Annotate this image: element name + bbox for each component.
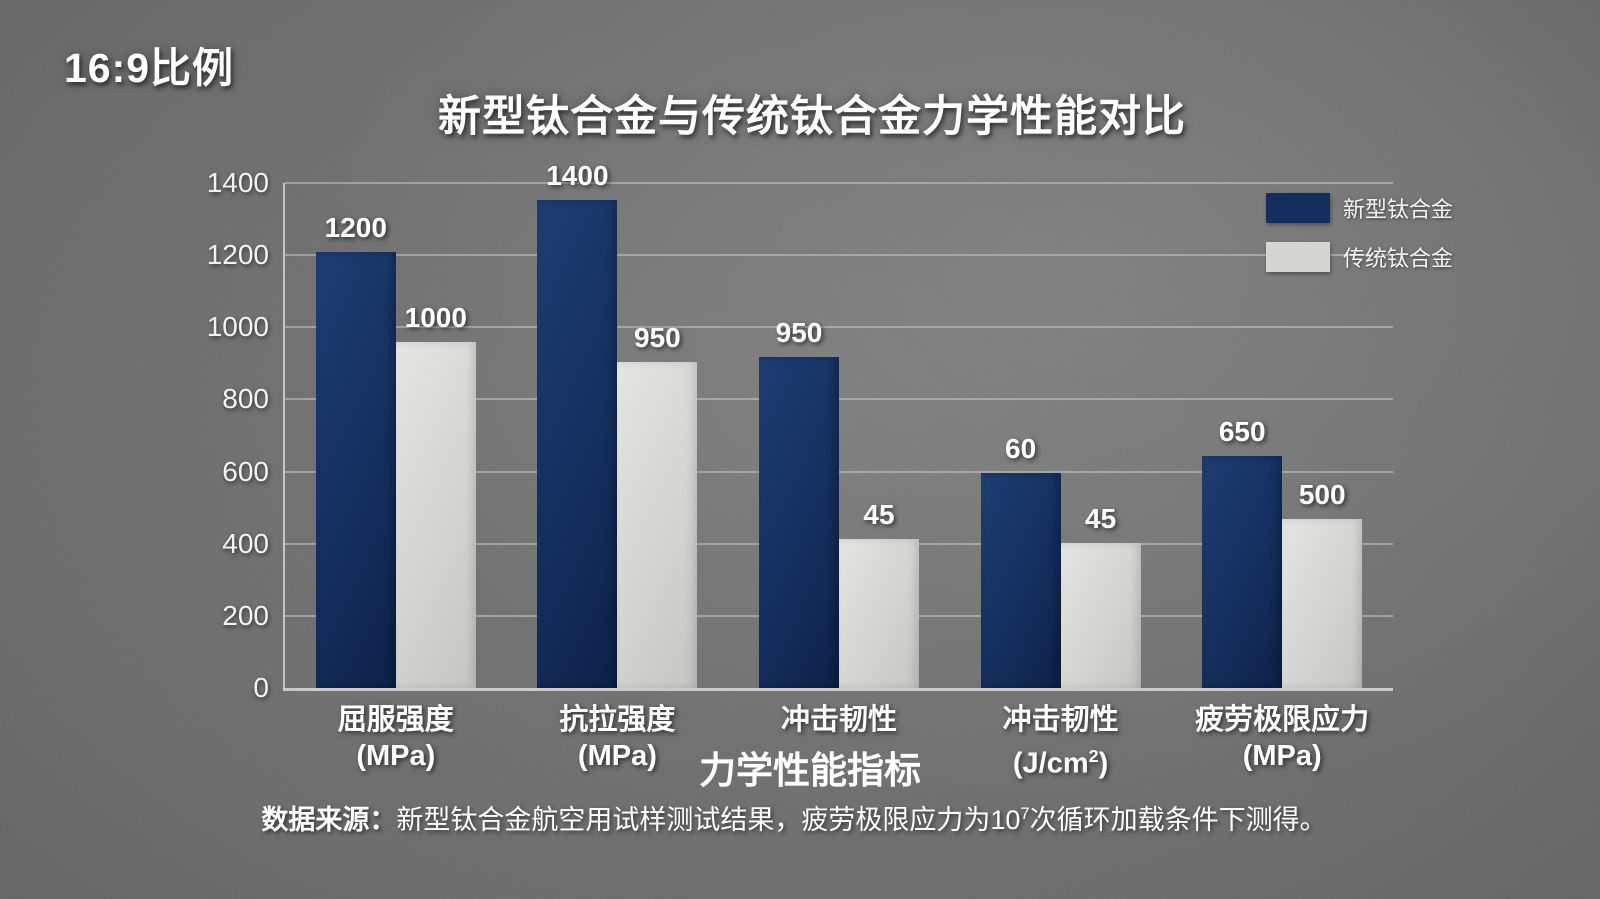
aspect-ratio-label: 16:9比例 — [64, 45, 235, 91]
bar-series1-group4 — [1282, 518, 1363, 688]
bar-series1-group1 — [617, 361, 698, 688]
value-label-series1-group4: 500 — [1298, 478, 1346, 510]
gridline-y-1200 — [285, 254, 1393, 257]
value-label-series1-group3: 45 — [1085, 502, 1117, 534]
legend-label: 新型钛合金 — [1343, 197, 1454, 222]
legend-swatch-traditional-alloy — [1266, 242, 1330, 272]
value-label-series0-group4: 650 — [1218, 415, 1266, 447]
gridline-y-1000 — [285, 326, 1393, 329]
bar-series0-group4 — [1202, 455, 1283, 688]
value-label-series0-group0: 1200 — [324, 211, 387, 243]
plot-area: 0 200 400 600 800 1000 1200 1400 1200 1000 屈服强度 (MP… — [207, 160, 1393, 780]
y-tick-label-400: 400 — [222, 527, 269, 559]
legend-label: 传统钛合金 — [1343, 246, 1454, 271]
bar-series0-group1 — [537, 199, 618, 688]
legend-swatch-new-alloy — [1266, 193, 1330, 223]
y-tick-label-0: 0 — [253, 672, 269, 703]
value-label-series0-group3: 60 — [1005, 432, 1037, 464]
gridline-y-1400 — [285, 182, 1393, 184]
bar-series1-group0 — [395, 342, 476, 688]
value-label-series0-group2: 950 — [775, 316, 823, 348]
x-axis-title: 力学性能指标 — [699, 750, 921, 791]
source-note: 数据来源：新型钛合金航空用试样测试结果，疲劳极限应力为107次循环加载条件下测得… — [261, 798, 1326, 837]
bar-series1-group2 — [839, 539, 919, 688]
bar-series0-group3 — [980, 472, 1061, 688]
y-tick-label-200: 200 — [222, 599, 269, 631]
y-tick-label-1400: 1400 — [206, 167, 269, 198]
bar-series1-group3 — [1060, 542, 1141, 688]
legend: 新型钛合金 传统钛合金 — [1266, 192, 1453, 290]
x-category-label-2: 冲击韧性 — [780, 704, 897, 736]
legend-item-new-alloy: 新型钛合金 — [1266, 192, 1453, 224]
x-axis-line — [283, 688, 1393, 691]
gridline-y-600 — [285, 470, 1393, 473]
value-label-series1-group2: 45 — [863, 499, 895, 531]
y-axis-line — [283, 183, 285, 688]
y-tick-label-1000: 1000 — [206, 311, 269, 343]
value-label-series1-group1: 950 — [634, 321, 681, 353]
x-category-label-3: 冲击韧性 (J/cm2) — [1002, 704, 1119, 780]
y-tick-label-600: 600 — [222, 455, 269, 487]
y-tick-label-1200: 1200 — [206, 239, 269, 271]
bar-series0-group0 — [315, 251, 396, 688]
legend-item-traditional-alloy: 传统钛合金 — [1266, 241, 1453, 273]
value-label-series0-group1: 1400 — [546, 159, 609, 191]
chart-title: 新型钛合金与传统钛合金力学性能对比 — [438, 93, 1186, 141]
bar-series0-group2 — [759, 356, 839, 688]
x-category-label-4: 疲劳极限应力 (MPa) — [1195, 704, 1370, 772]
source-note-label: 数据来源： — [261, 805, 397, 835]
value-label-series1-group0: 1000 — [404, 302, 467, 334]
x-category-label-1: 抗拉强度 (MPa) — [559, 704, 676, 772]
y-tick-label-800: 800 — [222, 383, 269, 415]
gridline-y-800 — [285, 398, 1393, 401]
source-note-text: 新型钛合金航空用试样测试结果，疲劳极限应力为107次循环加载条件下测得。 — [396, 804, 1327, 835]
x-category-label-0: 屈服强度 (MPa) — [337, 704, 454, 772]
